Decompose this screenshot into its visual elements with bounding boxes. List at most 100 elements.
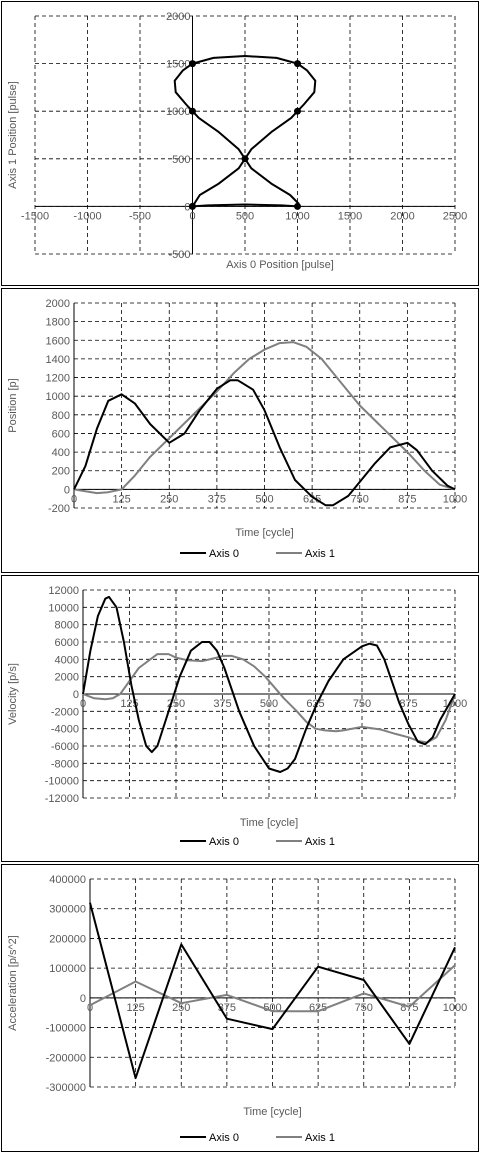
position-chart: 0 125 250 375 500 625 750 875 1000 -200 0 200 400 600…	[1, 288, 479, 573]
y-tick-label: 800	[52, 410, 70, 422]
y-tick-label: 6000	[55, 637, 79, 649]
y-axis-title: Axis 1 Position [pulse]	[7, 81, 19, 189]
x-tick-label: 625	[303, 493, 321, 505]
x-tick-label: 125	[126, 1002, 144, 1014]
data-point	[189, 60, 196, 68]
x-axis-title: Axis 0 Position [pulse]	[226, 259, 334, 271]
series-line-axis-1	[89, 964, 456, 1013]
trajectory-line	[173, 55, 317, 208]
y-tick-label: -2000	[51, 706, 79, 718]
y-tick-label: -6000	[51, 741, 79, 753]
x-tick-label: 1000	[443, 698, 467, 710]
legend-label: Axis 1	[305, 836, 335, 848]
x-tick-label: 0	[80, 698, 86, 710]
x-tick-label: 500	[236, 210, 254, 222]
y-tick-label: 0	[64, 484, 70, 496]
y-tick-label: 1000	[166, 106, 190, 118]
y-tick-label: 400000	[49, 874, 86, 886]
y-tick-label: 0	[184, 201, 190, 213]
y-tick-label: -12000	[45, 793, 79, 805]
y-tick-label: 0	[73, 689, 79, 701]
series-line-axis-1	[73, 341, 456, 495]
y-tick-label: 200000	[49, 933, 86, 945]
data-point	[189, 202, 196, 210]
x-tick-label: 1000	[443, 1002, 467, 1014]
y-tick-label: 400	[52, 447, 70, 459]
y-tick-label: -4000	[51, 724, 79, 736]
y-tick-label: 500	[172, 154, 190, 166]
y-tick-label: -10000	[45, 776, 79, 788]
x-tick-label: 2000	[390, 210, 414, 222]
x-tick-label: 375	[208, 493, 226, 505]
x-axis-title: Time [cycle]	[243, 1106, 301, 1118]
x-tick-label: 875	[400, 1002, 418, 1014]
x-tick-label: 750	[353, 698, 371, 710]
velocity-chart: 0 125 250 375 500 625 750 875 1000 -12000 -10000 -8…	[1, 575, 479, 862]
legend-label: Axis 0	[209, 836, 239, 848]
y-tick-label: 100000	[49, 963, 86, 975]
x-tick-label: 875	[398, 493, 416, 505]
y-tick-label: 300000	[49, 904, 86, 916]
y-tick-label: 200	[52, 466, 70, 478]
x-tick-label: 500	[255, 493, 273, 505]
series-line-axis-0	[89, 902, 456, 1080]
x-tick-label: 375	[213, 698, 231, 710]
y-axis-title: Position [p]	[7, 378, 19, 432]
x-axis-title: Time [cycle]	[235, 527, 293, 539]
x-tick-label: 0	[87, 1002, 93, 1014]
legend-label: Axis 1	[305, 548, 335, 560]
y-axis-title: Acceleration [p/s^2]	[7, 935, 19, 1031]
velocity-plot: 0 125 250 375 500 625 750 875 1000-12000-10000-8…	[7, 585, 467, 848]
y-tick-label: 1600	[46, 335, 70, 347]
y-tick-label: 1400	[46, 354, 70, 366]
y-tick-label: 2000	[166, 11, 190, 23]
acceleration-chart: 0 125 250 375 500 625 750 875 1000 -300000 -200000…	[1, 864, 479, 1152]
y-tick-label: -300000	[46, 1082, 86, 1094]
xy-trajectory-chart: -1500 -1000 -500 0 500 1000 1500 2000 2500 -500 0 5…	[1, 1, 479, 286]
x-tick-label: 750	[355, 1002, 373, 1014]
x-tick-label: 500	[260, 698, 278, 710]
y-tick-label: 1500	[166, 59, 190, 71]
x-tick-label: 125	[112, 493, 130, 505]
x-tick-label: -1500	[21, 210, 49, 222]
legend-label: Axis 1	[305, 1132, 335, 1144]
data-point	[294, 107, 301, 115]
y-tick-label: 600	[52, 428, 70, 440]
xy-trajectory-plot: -1500 -1000 -500 0 500 1000 1500 2000 2500 -500 0 5…	[7, 11, 467, 271]
y-tick-label: 4000	[55, 654, 79, 666]
y-tick-label: 8000	[55, 620, 79, 632]
x-tick-label: 0	[189, 210, 195, 222]
x-tick-label: 250	[160, 493, 178, 505]
series-line-axis-0	[82, 595, 456, 773]
data-point	[294, 202, 301, 210]
y-tick-label: -8000	[51, 758, 79, 770]
acceleration-plot: 0 125 250 375 500 625 750 875 1000-300000-200000…	[7, 874, 467, 1144]
y-axis-title: Velocity [p/s]	[7, 663, 19, 725]
y-tick-label: 0	[80, 993, 86, 1005]
x-tick-label: 875	[399, 698, 417, 710]
series-line-axis-1	[82, 653, 456, 744]
x-tick-label: 625	[306, 698, 324, 710]
x-tick-label: 250	[172, 1002, 190, 1014]
x-tick-label: 0	[71, 493, 77, 505]
x-tick-label: 750	[351, 493, 369, 505]
position-plot: 0 125 250 375 500 625 750 875 1000-2000200400600…	[7, 298, 467, 560]
y-tick-label: -200000	[46, 1052, 86, 1064]
y-tick-label: 2000	[55, 672, 79, 684]
y-tick-label: 1800	[46, 317, 70, 329]
x-tick-label: -1000	[73, 210, 101, 222]
x-axis-title: Time [cycle]	[240, 817, 298, 829]
series-line-axis-0	[73, 379, 456, 507]
data-point	[294, 60, 301, 68]
y-tick-label: 1000	[46, 391, 70, 403]
y-tick-label: 2000	[46, 298, 70, 310]
y-tick-label: -100000	[46, 1023, 86, 1035]
data-point	[241, 155, 249, 163]
x-tick-label: 1000	[443, 493, 467, 505]
x-tick-label: 1000	[285, 210, 309, 222]
x-tick-label: 2500	[443, 210, 467, 222]
y-tick-label: 12000	[48, 585, 79, 597]
y-tick-label: 1200	[46, 373, 70, 385]
y-tick-label: 10000	[48, 602, 79, 614]
legend-label: Axis 0	[209, 1132, 239, 1144]
